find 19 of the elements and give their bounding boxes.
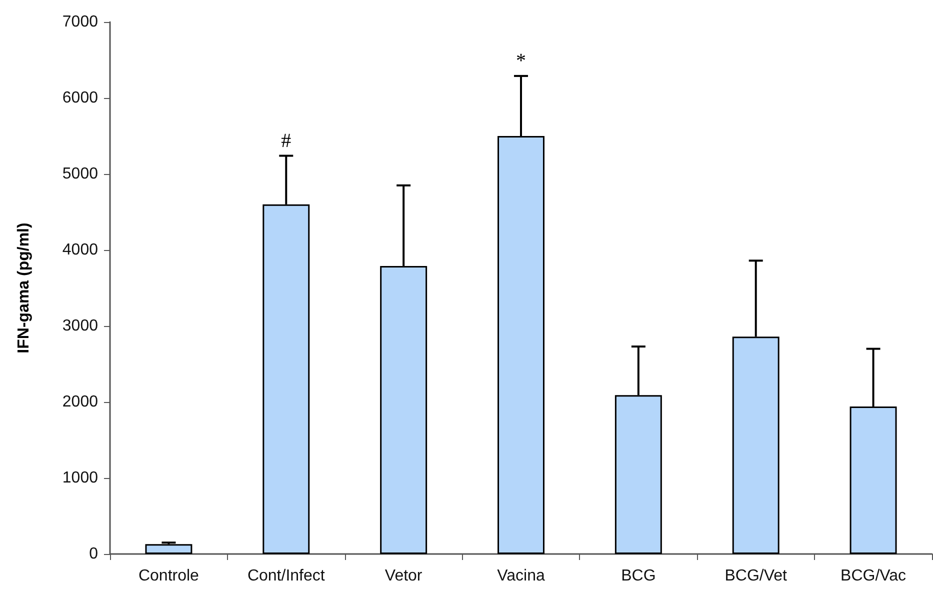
- x-tick-label: Vetor: [384, 568, 423, 584]
- annotation: #: [281, 130, 292, 152]
- x-tick-label: BCG/Vac: [840, 568, 906, 584]
- annotation: *: [516, 50, 526, 72]
- y-tick-label: 6000: [62, 90, 98, 106]
- y-tick-label: 4000: [62, 242, 98, 258]
- y-tick-label: 1000: [62, 470, 98, 486]
- y-tick-label: 3000: [62, 318, 98, 334]
- y-tick-label: 7000: [62, 14, 98, 30]
- x-tick-label: BCG/Vet: [724, 568, 788, 584]
- x-tick-label: Vacina: [497, 568, 545, 584]
- y-tick-label: 5000: [62, 166, 98, 182]
- x-tick-label: Cont/Infect: [247, 568, 326, 584]
- bar: [145, 544, 192, 554]
- x-tick-label: Controle: [138, 568, 200, 584]
- x-tick-label: BCG: [621, 568, 656, 584]
- y-tick-label: 2000: [62, 394, 98, 410]
- y-axis-title: IFN-gama (pg/ml): [16, 222, 32, 354]
- y-tick-label: 0: [89, 546, 98, 562]
